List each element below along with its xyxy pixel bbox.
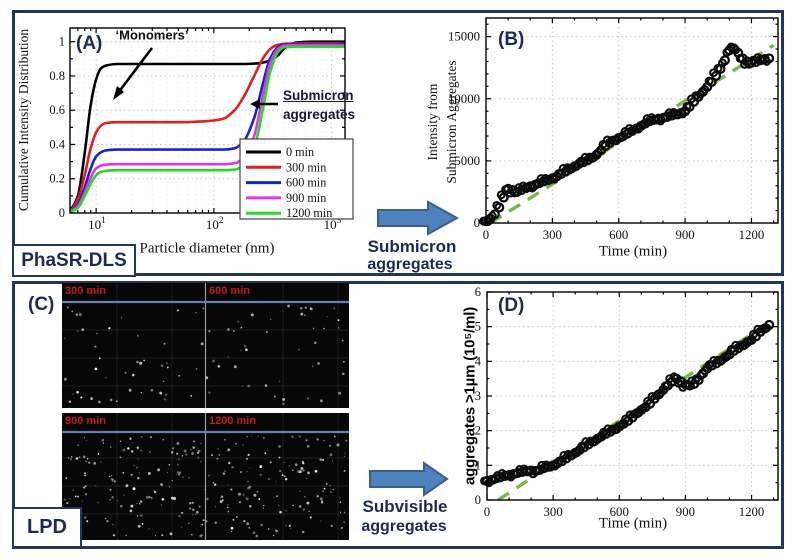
- svg-text:5000: 5000: [454, 154, 480, 168]
- svg-text:1200: 1200: [739, 505, 765, 519]
- panel-b-label: (B): [498, 29, 525, 50]
- panel-b-plot: 0 300 600 900 1200 0 5000 10000 15000: [448, 17, 779, 242]
- svg-text:103: 103: [324, 216, 342, 232]
- panel-a-label: (A): [76, 33, 103, 54]
- panel-b-ylabel-line1: Intensity from: [425, 83, 440, 161]
- svg-text:900: 900: [675, 228, 694, 242]
- svg-text:300: 300: [544, 505, 563, 519]
- svg-text:0 min: 0 min: [286, 145, 314, 159]
- svg-text:600: 600: [610, 505, 629, 519]
- svg-text:10000: 10000: [448, 92, 480, 106]
- svg-text:1: 1: [475, 458, 481, 472]
- submicron-flow-arrow: [377, 200, 460, 236]
- svg-text:900: 900: [676, 505, 695, 519]
- subvisible-flow-arrow: [369, 461, 449, 497]
- svg-text:101: 101: [88, 216, 106, 232]
- strip-label-300min: 300 min: [65, 285, 106, 297]
- panel-c-label: (C): [28, 294, 55, 315]
- submicron-flow-caption-line2: aggregates: [367, 256, 453, 273]
- svg-text:0.4: 0.4: [49, 137, 65, 151]
- svg-text:1: 1: [59, 35, 65, 49]
- panel-b-xlabel: Time (min): [598, 243, 668, 260]
- panel-b-plot-points: [479, 42, 775, 227]
- micrograph-particles-2: [63, 435, 348, 538]
- svg-text:0: 0: [483, 228, 489, 242]
- panel-d-ylabel: aggregates >1µm (10⁵/ml): [461, 306, 479, 486]
- svg-text:0: 0: [474, 216, 480, 230]
- svg-text:300 min: 300 min: [286, 160, 326, 174]
- panel-d-label: (D): [498, 295, 525, 316]
- svg-text:4: 4: [475, 354, 482, 368]
- submicron-annotation: Submicron aggregates: [283, 87, 355, 125]
- panel-d-plot: 0 300 600 900 1200 0 1 2 3 4 5 6: [475, 285, 779, 519]
- submicron-annotation-line2: aggregates: [283, 106, 356, 122]
- svg-text:300: 300: [543, 228, 562, 242]
- phasr-dls-badge-text: PhaSR-DLS: [21, 249, 127, 271]
- svg-text:0: 0: [475, 493, 481, 507]
- svg-text:1200 min: 1200 min: [286, 206, 332, 220]
- lpd-section-box: [12, 281, 784, 549]
- svg-text:102: 102: [206, 216, 224, 232]
- svg-text:0.6: 0.6: [49, 103, 65, 117]
- strip-label-600min: 600 min: [209, 285, 250, 297]
- panel-d-xlabel: Time (min): [598, 515, 668, 532]
- svg-text:6: 6: [475, 285, 482, 299]
- micrograph-strip-1: [62, 283, 349, 408]
- monomers-annotation: ‘Monomers’: [115, 27, 189, 43]
- svg-text:600 min: 600 min: [286, 176, 326, 190]
- panel-a-annotation-arrows: [113, 47, 278, 109]
- panel-a-curves: [70, 40, 345, 213]
- strip-label-1200min: 1200 min: [209, 415, 257, 427]
- strip-label-900min: 900 min: [65, 415, 106, 427]
- panel-b-ylabel-line2: Submicron Aggregates: [444, 60, 459, 184]
- svg-text:0.2: 0.2: [49, 172, 65, 186]
- panel-d-plot-points: [480, 319, 775, 488]
- panel-a-xlabel: Particle diameter (nm): [139, 240, 275, 257]
- micrograph-particles-1: [63, 304, 345, 406]
- subvisible-flow-caption-line1: Subvisible: [362, 497, 448, 516]
- lpd-badge: LPD: [12, 507, 82, 548]
- svg-text:900 min: 900 min: [286, 191, 326, 205]
- panel-a-ylabel: Cumulative Intensity Distribution: [16, 28, 31, 212]
- svg-text:0.8: 0.8: [49, 69, 65, 83]
- svg-text:2: 2: [475, 424, 481, 438]
- submicron-annotation-line1: Submicron: [283, 88, 354, 103]
- svg-text:0: 0: [59, 206, 65, 220]
- subvisible-flow-caption-line2: aggregates: [361, 518, 447, 535]
- svg-text:3: 3: [475, 389, 481, 403]
- phasr-dls-badge: PhaSR-DLS: [12, 244, 136, 277]
- svg-text:5: 5: [475, 320, 481, 334]
- submicron-flow-caption-line1: Submicron: [367, 237, 457, 256]
- micrograph-strip-2: [62, 413, 349, 540]
- svg-text:15000: 15000: [448, 30, 480, 44]
- svg-text:600: 600: [609, 228, 628, 242]
- phasr-dls-section-box: [12, 10, 784, 276]
- lpd-badge-text: LPD: [27, 516, 67, 538]
- svg-text:1200: 1200: [739, 228, 765, 242]
- svg-text:0: 0: [484, 505, 490, 519]
